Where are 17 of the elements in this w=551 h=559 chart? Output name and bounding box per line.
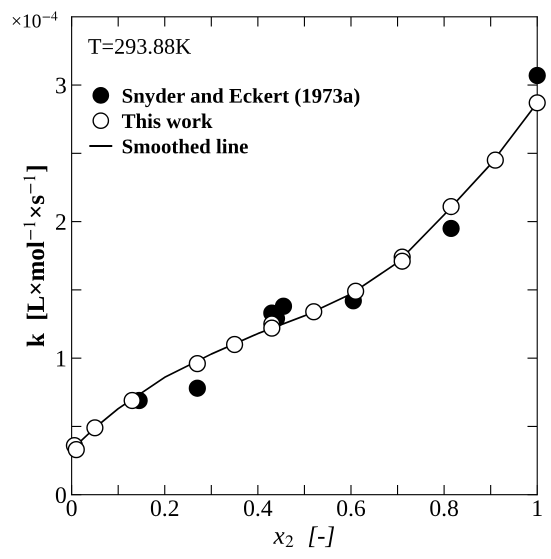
- y-axis-title: k [L×mol$^{−1}$×s$^{−1}$]: [23, 166, 48, 346]
- x-tick-label: 1: [533, 500, 542, 516]
- y-tick-label: 0: [56, 487, 66, 504]
- x-tick-label: 0: [66, 500, 77, 516]
- annotation: T=293.88K: [88, 38, 191, 54]
- x-tick-label: 0.8: [430, 500, 458, 516]
- legend-label: Snyder and Eckert (1973a): [122, 88, 360, 108]
- y-tick-label: 1: [57, 350, 66, 366]
- y-tick-label: 2: [56, 214, 66, 230]
- x-tick-label: 0.6: [337, 500, 366, 516]
- x-axis-title: x$_{2}$ [-]: [273, 526, 334, 548]
- text: ×10$^{−4}$: [12, 11, 58, 28]
- legend-label: Smoothed line: [122, 138, 248, 154]
- legend-label: This work: [122, 114, 212, 128]
- x-tick-label: 0.4: [244, 500, 272, 516]
- y-tick-label: 3: [56, 78, 66, 94]
- x-tick-label: 0.2: [150, 500, 178, 516]
